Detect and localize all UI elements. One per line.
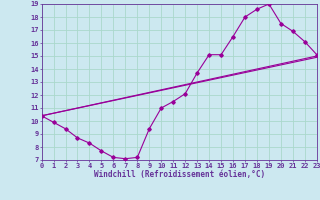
X-axis label: Windchill (Refroidissement éolien,°C): Windchill (Refroidissement éolien,°C) (94, 170, 265, 179)
